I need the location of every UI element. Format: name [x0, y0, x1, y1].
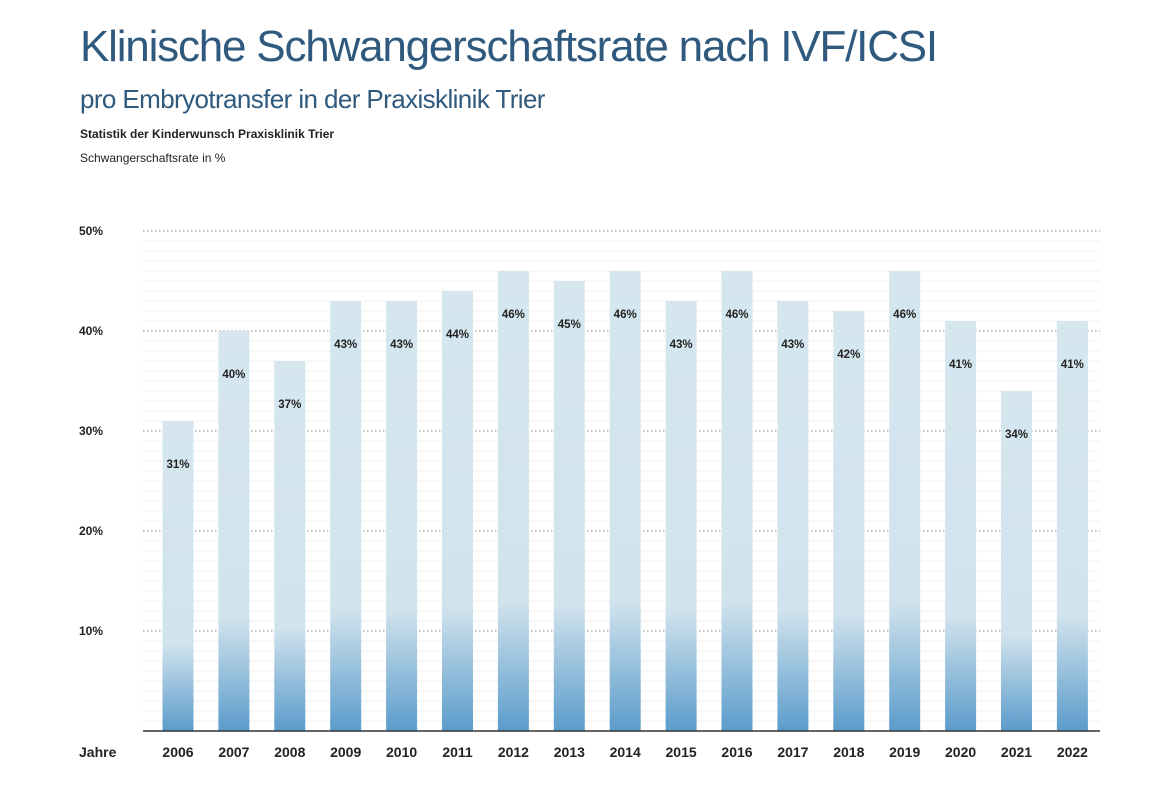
data-label: 43% — [781, 339, 804, 351]
x-tick-label: 2006 — [162, 744, 193, 760]
y-tick-label: 40% — [79, 324, 103, 338]
data-label: 46% — [502, 309, 525, 321]
bar — [330, 301, 362, 731]
bar — [162, 421, 194, 731]
bar — [1001, 391, 1032, 731]
y-axis-unit-label: Schwangerschaftsrate in % — [80, 151, 226, 165]
x-tick-label: 2022 — [1057, 744, 1088, 760]
x-tick-label: 2009 — [330, 744, 361, 760]
x-tick-label: 2008 — [274, 744, 305, 760]
data-label: 41% — [949, 359, 972, 371]
x-tick-label: 2011 — [442, 744, 473, 760]
x-tick-label: 2021 — [1001, 744, 1032, 760]
y-axis: 10% 20% 30% 40% 50% — [79, 224, 103, 638]
bar — [665, 301, 697, 731]
bar — [386, 301, 418, 731]
x-tick-label: 2019 — [889, 744, 920, 760]
x-tick-label: 2012 — [498, 744, 529, 760]
bar — [1056, 321, 1088, 731]
chart-source-note: Statistik der Kinderwunsch Praxisklinik … — [80, 127, 335, 141]
bar — [945, 321, 977, 731]
x-tick-label: 2016 — [721, 744, 752, 760]
bars — [162, 271, 1088, 731]
bar — [218, 331, 250, 731]
data-label: 46% — [614, 309, 637, 321]
data-labels: 31% 40% 37% 43% 43% 44% 46% 45% 46% 43% 46% 43% 42% 4… — [166, 309, 1083, 471]
data-label: 43% — [670, 339, 693, 351]
data-label: 42% — [837, 349, 860, 361]
y-tick-label: 20% — [79, 524, 103, 538]
data-label: 34% — [1005, 429, 1028, 441]
bar — [442, 291, 473, 731]
data-label: 44% — [446, 329, 469, 341]
x-tick-label: 2015 — [666, 744, 697, 760]
data-label: 46% — [725, 309, 748, 321]
data-label: 31% — [166, 459, 189, 471]
bar — [833, 311, 865, 731]
bar — [777, 301, 809, 731]
x-tick-label: 2018 — [833, 744, 864, 760]
x-tick-label: 2020 — [945, 744, 976, 760]
data-label: 37% — [278, 399, 301, 411]
bar — [721, 271, 753, 731]
data-label: 45% — [558, 319, 581, 331]
y-tick-label: 50% — [79, 224, 103, 238]
chart-subtitle: pro Embryotransfer in der Praxisklinik T… — [80, 84, 545, 114]
bar — [497, 271, 529, 731]
x-tick-label: 2014 — [610, 744, 641, 760]
data-label: 41% — [1061, 359, 1084, 371]
data-label: 43% — [334, 339, 357, 351]
data-label: 43% — [390, 339, 413, 351]
x-tick-label: 2017 — [777, 744, 808, 760]
x-tick-label: 2007 — [218, 744, 249, 760]
data-label: 40% — [222, 369, 245, 381]
y-tick-label: 10% — [79, 624, 103, 638]
chart-title: Klinische Schwangerschaftsrate nach IVF/… — [80, 22, 938, 71]
y-tick-label: 30% — [79, 424, 103, 438]
x-axis-title: Jahre — [79, 744, 117, 760]
bar — [553, 281, 585, 731]
bar — [274, 361, 306, 731]
bar — [889, 271, 921, 731]
x-tick-label: 2013 — [554, 744, 585, 760]
x-axis: Jahre 2006 2007 2008 2009 2010 2011 2012 2013 201… — [79, 730, 1100, 760]
bar — [609, 271, 641, 731]
data-label: 46% — [893, 309, 916, 321]
x-tick-label: 2010 — [386, 744, 417, 760]
